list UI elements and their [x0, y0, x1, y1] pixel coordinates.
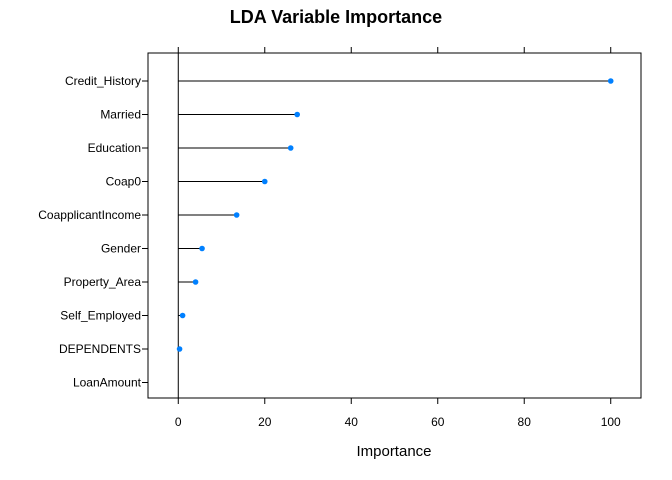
- x-tick-label: 40: [345, 415, 359, 429]
- category-label: DEPENDENTS: [59, 342, 141, 356]
- chart-marks: [176, 78, 614, 352]
- data-point: [176, 346, 183, 352]
- category-label: LoanAmount: [73, 376, 142, 390]
- plot-frame: [147, 52, 642, 399]
- chart-title: LDA Variable Importance: [230, 7, 442, 27]
- category-label: Married: [100, 108, 141, 122]
- data-point: [233, 212, 240, 218]
- data-point: [287, 145, 294, 151]
- category-label: Credit_History: [65, 74, 141, 88]
- x-tick-label: 60: [431, 415, 445, 429]
- x-tick-label: 20: [258, 415, 272, 429]
- x-tick-label: 100: [601, 415, 621, 429]
- data-point: [294, 111, 300, 118]
- data-point: [199, 245, 205, 252]
- category-label: Coap0: [106, 175, 142, 189]
- x-tick-label: 80: [518, 415, 532, 429]
- data-point: [192, 279, 199, 285]
- data-point: [261, 178, 268, 185]
- category-label: Self_Employed: [60, 309, 141, 323]
- x-axis-ticks: 0 20 40 60 80 100: [175, 47, 621, 429]
- category-label: Property_Area: [64, 275, 142, 289]
- x-tick-label: 0: [175, 415, 182, 429]
- x-axis-label: Importance: [356, 443, 431, 460]
- category-label: Gender: [101, 242, 141, 256]
- data-point: [607, 78, 614, 84]
- data-point: [179, 312, 186, 319]
- y-axis-labels: Credit_History Married Education Coap0 Coapp…: [38, 74, 148, 390]
- category-label: CoapplicantIncome: [38, 208, 141, 222]
- category-label: Education: [88, 141, 141, 155]
